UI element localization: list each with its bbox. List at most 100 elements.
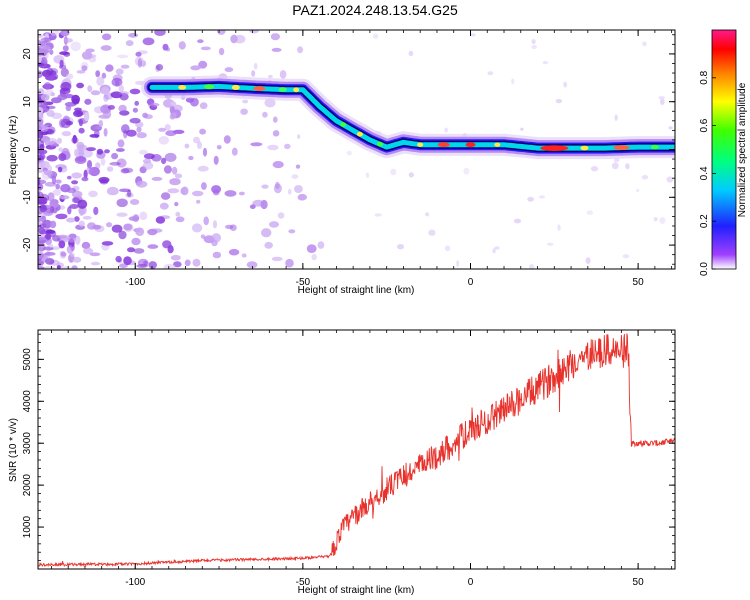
snr-y-tick-label: 1000 <box>22 516 33 539</box>
noise-speckle <box>172 129 185 134</box>
noise-speckle <box>542 61 549 65</box>
noise-speckle <box>38 236 46 241</box>
noise-speckle <box>273 183 282 194</box>
noise-speckle <box>76 70 86 74</box>
noise-speckle <box>531 45 537 49</box>
noise-speckle <box>46 105 56 110</box>
noise-speckle <box>238 191 245 196</box>
noise-speckle <box>658 96 665 100</box>
noise-speckle <box>121 124 130 134</box>
noise-speckle <box>111 152 119 160</box>
noise-speckle <box>142 37 155 46</box>
noise-speckle <box>52 189 62 196</box>
noise-speckle <box>38 221 43 226</box>
noise-speckle <box>69 204 79 209</box>
noise-speckle <box>252 199 265 207</box>
noise-speckle <box>155 64 164 71</box>
noise-speckle <box>197 39 204 44</box>
noise-speckle <box>96 148 104 155</box>
noise-speckle <box>71 137 79 144</box>
noise-speckle <box>95 70 101 78</box>
colorbar-ticks: 0.0 0.2 0.4 0.6 0.8 <box>699 70 716 276</box>
snr-x-tick-label: -50 <box>296 577 311 588</box>
colorbar-tick-label: 0.0 <box>699 262 710 276</box>
snr-x-axis-label: Height of straight line (km) <box>298 585 415 596</box>
noise-speckle <box>164 124 171 131</box>
noise-speckle <box>38 179 47 185</box>
noise-speckle <box>55 164 67 170</box>
noise-speckle <box>86 147 96 152</box>
noise-speckle <box>38 165 43 174</box>
noise-speckle <box>81 149 93 158</box>
noise-speckle <box>100 157 106 166</box>
spectrogram-x-tick-label: -50 <box>296 277 311 288</box>
noise-speckle <box>225 224 234 229</box>
noise-speckle <box>49 30 60 36</box>
ridge-hotspot <box>465 142 476 148</box>
noise-speckle <box>218 47 225 56</box>
noise-speckle <box>123 223 134 232</box>
noise-speckle <box>115 80 120 87</box>
noise-speckle <box>200 46 211 51</box>
noise-speckle <box>160 192 171 200</box>
noise-speckle <box>660 98 665 106</box>
noise-speckle <box>170 101 177 107</box>
noise-speckle <box>63 38 73 43</box>
noise-speckle <box>444 127 448 133</box>
spectrogram-x-tick-label: -100 <box>125 277 145 288</box>
noise-speckle <box>147 244 159 249</box>
noise-speckle <box>174 201 179 207</box>
noise-speckle <box>373 33 379 39</box>
noise-speckle <box>224 67 234 73</box>
noise-speckle <box>261 228 272 238</box>
colorbar-tick-label: 0.6 <box>699 118 710 132</box>
noise-speckle <box>69 252 75 257</box>
spectrogram-y-axis-label: Frequency (Hz) <box>8 116 19 185</box>
noise-speckle <box>234 34 246 44</box>
noise-speckle <box>167 188 180 194</box>
noise-speckle <box>262 111 268 118</box>
noise-speckle <box>181 186 189 196</box>
noise-speckle <box>45 229 56 234</box>
noise-speckle <box>625 163 630 170</box>
noise-speckle <box>106 186 119 196</box>
snr-y-tick-label: 4000 <box>22 390 33 413</box>
noise-speckle <box>494 246 500 250</box>
noise-speckle <box>79 207 84 217</box>
noise-speckle <box>129 88 141 95</box>
noise-speckle <box>246 261 258 269</box>
noise-speckle <box>297 46 304 54</box>
noise-speckle <box>57 166 63 173</box>
noise-speckle <box>277 212 285 219</box>
noise-speckle <box>154 30 166 36</box>
noise-speckle <box>46 210 53 214</box>
ridge-hotspot <box>340 122 347 127</box>
noise-speckle <box>122 167 134 173</box>
noise-speckle <box>39 204 47 213</box>
noise-speckle <box>397 244 404 250</box>
spectrogram-x-tick-label: 50 <box>633 277 645 288</box>
noise-speckle <box>546 242 554 246</box>
noise-speckle <box>38 177 41 186</box>
noise-speckle <box>115 68 124 75</box>
noise-speckle <box>67 233 76 243</box>
noise-speckle <box>61 131 72 137</box>
noise-speckle <box>173 261 182 268</box>
noise-speckle <box>196 141 203 149</box>
noise-speckle <box>44 181 57 187</box>
noise-speckle <box>456 260 460 267</box>
noise-speckle <box>55 179 62 184</box>
noise-speckle <box>143 153 155 160</box>
noise-speckle <box>133 248 145 254</box>
noise-speckle <box>92 224 102 230</box>
noise-speckle <box>62 45 69 52</box>
noise-speckle <box>103 94 109 102</box>
colorbar-gradient <box>711 29 737 270</box>
noise-speckle <box>43 170 53 176</box>
noise-speckle <box>81 241 91 249</box>
ridge-hotspot <box>278 87 287 92</box>
snr-y-tick-label: 3000 <box>22 432 33 455</box>
noise-speckle <box>159 202 169 210</box>
snr-frame <box>37 329 676 570</box>
